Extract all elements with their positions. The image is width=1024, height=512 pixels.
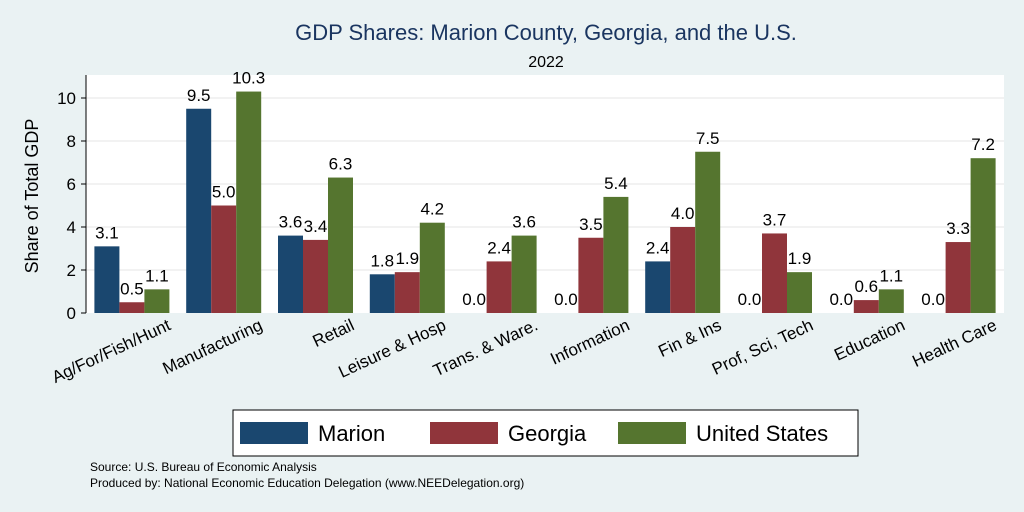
bar xyxy=(853,300,879,313)
x-tick-label: Information xyxy=(547,315,632,368)
x-tick-label: Retail xyxy=(310,315,357,351)
chart-subtitle: 2022 xyxy=(528,54,564,71)
bars xyxy=(94,91,996,313)
data-label: 3.7 xyxy=(763,210,787,229)
y-tick-label: 8 xyxy=(67,132,76,151)
produced-by-note: Produced by: National Economic Education… xyxy=(90,476,524,490)
bar xyxy=(970,158,996,313)
x-tick-label: Health Care xyxy=(909,315,999,371)
bar xyxy=(695,151,721,313)
legend-label: United States xyxy=(696,421,828,446)
legend-swatch xyxy=(430,422,498,444)
bar xyxy=(236,91,262,313)
data-label: 0.5 xyxy=(120,279,144,298)
data-label: 1.1 xyxy=(145,266,169,285)
bar xyxy=(394,272,420,313)
legend-items: Marion Georgia United States xyxy=(240,421,828,446)
bar xyxy=(878,289,904,313)
data-label: 3.6 xyxy=(512,213,536,232)
data-labels: 3.10.51.19.55.010.33.6 3.46.31.8 1.94.20.0… xyxy=(95,69,995,309)
y-axis-ticks: 0 2 4 6 8 10 xyxy=(57,89,86,323)
bar xyxy=(603,196,629,313)
data-label: 0.0 xyxy=(921,290,945,309)
legend-label: Marion xyxy=(318,421,385,446)
y-tick-label: 6 xyxy=(67,175,76,194)
data-label: 7.2 xyxy=(971,135,995,154)
x-tick-label: Ag/For/Fish/Hunt xyxy=(49,315,174,387)
data-label: 0.0 xyxy=(554,290,578,309)
data-label: 5.0 xyxy=(212,183,236,202)
data-label: 2.4 xyxy=(487,238,511,257)
data-label: 6.3 xyxy=(329,155,353,174)
data-label: 0.6 xyxy=(854,277,878,296)
data-label: 9.5 xyxy=(187,86,211,105)
bar xyxy=(486,261,512,313)
chart-title: GDP Shares: Marion County, Georgia, and … xyxy=(295,20,797,45)
data-label: 4.2 xyxy=(420,200,444,219)
data-label: 1.9 xyxy=(395,249,419,268)
data-label: 7.5 xyxy=(696,129,720,148)
data-label: 3.6 xyxy=(279,213,303,232)
data-label: 5.4 xyxy=(604,174,628,193)
legend xyxy=(232,409,859,457)
data-label: 1.8 xyxy=(370,251,394,270)
data-label: 3.3 xyxy=(946,219,970,238)
bar xyxy=(762,233,787,313)
bar xyxy=(119,302,145,313)
data-label: 10.3 xyxy=(232,69,265,88)
x-tick-label: Fin & Ins xyxy=(655,315,724,361)
y-tick-label: 0 xyxy=(67,304,76,323)
data-label: 3.1 xyxy=(95,223,119,242)
y-tick-label: 4 xyxy=(67,218,76,237)
legend-swatch xyxy=(618,422,686,444)
y-tick-label: 2 xyxy=(67,261,76,280)
bar xyxy=(369,274,395,313)
bar xyxy=(945,242,971,313)
x-tick-label: Manufacturing xyxy=(160,315,266,378)
legend-label: Georgia xyxy=(508,421,587,446)
bar xyxy=(419,222,445,313)
data-label: 2.4 xyxy=(646,238,670,257)
bar xyxy=(787,272,812,313)
y-axis-title: Share of Total GDP xyxy=(22,119,42,274)
data-label: 0.0 xyxy=(462,290,486,309)
bar xyxy=(511,235,537,313)
legend-swatch xyxy=(240,422,308,444)
source-note: Source: U.S. Bureau of Economic Analysis xyxy=(90,460,317,474)
bar xyxy=(278,235,303,313)
data-label: 3.4 xyxy=(304,217,328,236)
data-label: 0.0 xyxy=(829,290,853,309)
y-tick-label: 10 xyxy=(57,89,76,108)
bar xyxy=(578,237,604,313)
bar xyxy=(144,289,170,313)
bar xyxy=(645,261,671,313)
bar xyxy=(328,177,353,313)
bar xyxy=(211,205,237,313)
data-label: 4.0 xyxy=(671,204,695,223)
data-label: 3.5 xyxy=(579,215,603,234)
bar xyxy=(186,108,212,313)
data-label: 0.0 xyxy=(738,290,762,309)
data-label: 1.1 xyxy=(879,266,903,285)
data-label: 1.9 xyxy=(788,249,812,268)
bar xyxy=(303,239,328,313)
x-tick-label: Trans. & Ware. xyxy=(430,315,540,380)
x-tick-label: Education xyxy=(831,315,908,364)
x-tick-label: Prof, Sci, Tech xyxy=(709,315,816,378)
bar xyxy=(94,246,120,313)
bar xyxy=(670,227,696,313)
